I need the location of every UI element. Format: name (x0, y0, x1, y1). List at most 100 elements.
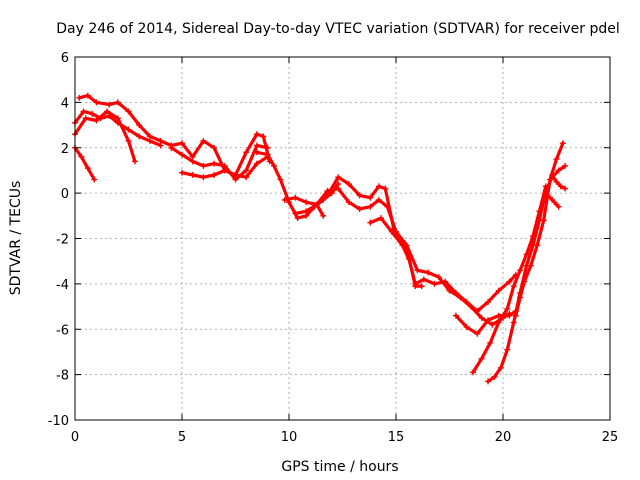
data-point (388, 228, 395, 235)
data-point (232, 171, 239, 178)
data-point (294, 215, 301, 222)
data-point (478, 355, 485, 362)
data-point (551, 199, 558, 206)
data-point (260, 133, 267, 140)
data-point (495, 312, 502, 319)
data-point (253, 160, 260, 167)
data-point (106, 101, 113, 108)
data-point (179, 140, 185, 147)
data-point (303, 199, 310, 206)
data-point (367, 219, 374, 226)
data-point (547, 176, 554, 183)
data-point (313, 201, 320, 208)
data-point (136, 133, 143, 140)
data-point (540, 217, 547, 224)
data-point (491, 373, 498, 380)
data-point (253, 142, 260, 149)
data-point (512, 312, 519, 319)
data-point (367, 203, 374, 210)
grid (75, 57, 610, 420)
data-point (211, 171, 218, 178)
data-point (534, 242, 541, 249)
x-tick-label: 20 (495, 430, 512, 445)
data-point (136, 122, 143, 129)
data-point (510, 319, 517, 326)
data-point (504, 346, 511, 353)
data-point (146, 133, 153, 140)
data-point (414, 267, 421, 274)
data-point (527, 262, 534, 269)
chart-title: Day 246 of 2014, Sidereal Day-to-day VTE… (56, 21, 620, 37)
data-point (504, 305, 511, 312)
data-point (243, 174, 250, 181)
series-trace (293, 187, 511, 327)
data-point (189, 171, 196, 178)
data-point (211, 144, 218, 151)
data-point (375, 183, 382, 190)
data-point (292, 194, 299, 201)
y-tick-label: 2 (61, 142, 69, 157)
data-point (106, 112, 113, 119)
series-trace (368, 216, 518, 313)
series-track-5 (168, 142, 271, 183)
data-point (367, 194, 374, 201)
series-track-7 (253, 149, 342, 222)
data-point (264, 144, 271, 151)
data-point (463, 323, 470, 330)
data-point (470, 369, 477, 376)
y-tick-label: 0 (61, 187, 69, 202)
data-point (485, 299, 492, 306)
data-point (553, 178, 560, 185)
series-track-9 (292, 185, 513, 328)
data-point (442, 278, 449, 285)
data-point (375, 196, 382, 203)
series-track-17 (549, 171, 569, 192)
data-point (76, 94, 83, 101)
y-axis-label: SDTVAR / TECUs (8, 181, 24, 296)
data-point (446, 287, 453, 294)
data-point (356, 206, 363, 213)
data-point (345, 199, 352, 206)
series-track-3 (72, 108, 164, 149)
series-track-16 (547, 194, 562, 210)
series-track-11 (367, 215, 519, 315)
data-point (335, 174, 342, 181)
data-point (521, 278, 528, 285)
data-point (125, 108, 132, 115)
series-track-15 (512, 140, 566, 319)
series-track-2 (72, 108, 138, 165)
x-tick-label: 0 (71, 430, 79, 445)
data-point (78, 153, 85, 160)
series-trace (169, 143, 270, 182)
data-point (517, 267, 524, 274)
series-trace (550, 173, 567, 191)
data-point (547, 194, 554, 201)
x-tick-label: 25 (602, 430, 619, 445)
data-point (200, 162, 207, 169)
data-point (562, 162, 569, 169)
data-point (378, 215, 385, 222)
data-point (553, 156, 560, 163)
data-point (243, 167, 250, 174)
data-point (555, 167, 562, 174)
data-point (435, 274, 442, 281)
y-tick-label: -10 (48, 414, 69, 429)
data-point (485, 378, 492, 385)
data-point (425, 269, 432, 276)
data-point (131, 158, 138, 165)
data-point (277, 176, 284, 183)
series-track-12 (452, 308, 519, 337)
data-point (474, 308, 481, 315)
y-tick-label: -6 (56, 323, 69, 338)
data-point (114, 119, 121, 126)
data-point (168, 144, 175, 151)
data-point (104, 108, 111, 115)
data-point (292, 210, 299, 217)
data-point (84, 165, 91, 172)
data-point (517, 294, 524, 301)
y-tick-label: -2 (56, 233, 69, 248)
data-point (82, 115, 89, 122)
data-point (478, 314, 485, 321)
data-point (271, 162, 278, 169)
